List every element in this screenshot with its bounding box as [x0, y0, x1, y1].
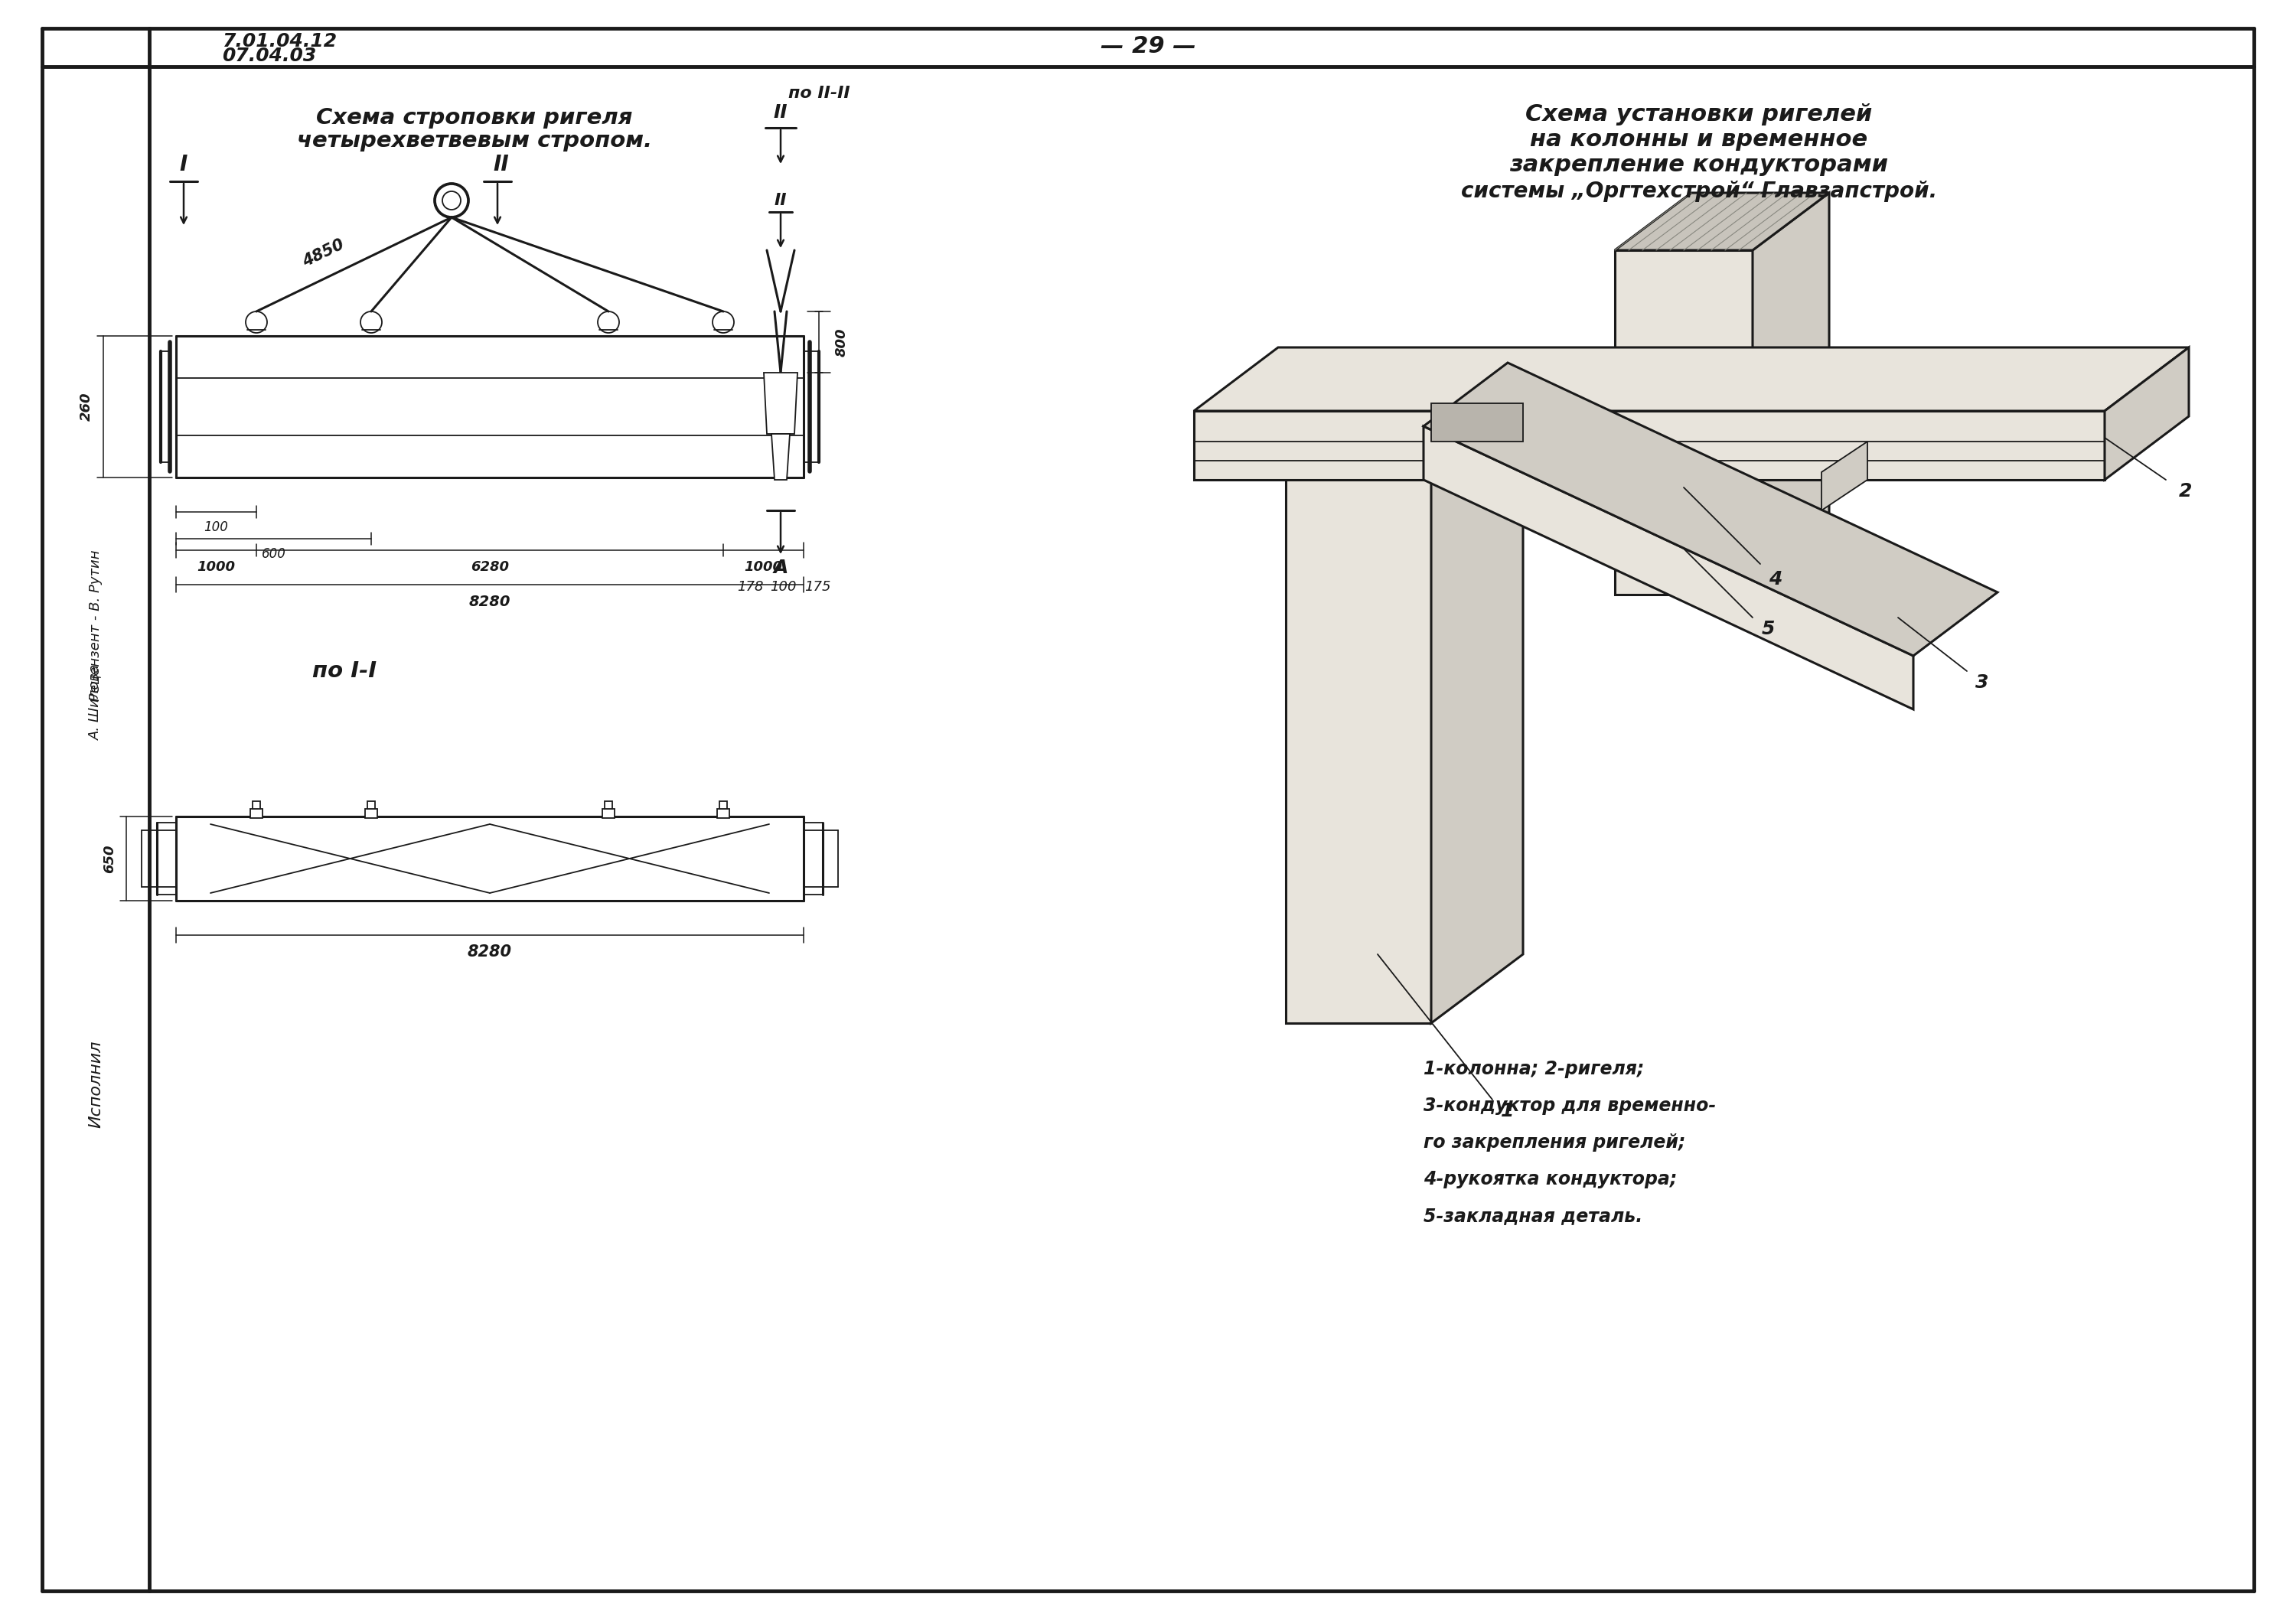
Text: го закрепления ригелей;: го закрепления ригелей; [1424, 1134, 1685, 1152]
Text: 6280: 6280 [471, 561, 510, 573]
Text: 1-колонна; 2-ригеля;: 1-колонна; 2-ригеля; [1424, 1059, 1644, 1079]
Bar [716, 808, 730, 818]
Text: 8280: 8280 [468, 595, 510, 609]
Bar [367, 802, 374, 808]
Text: 3-кондуктор для временно-: 3-кондуктор для временно- [1424, 1097, 1715, 1115]
Text: 4-рукоятка кондуктора;: 4-рукоятка кондуктора; [1424, 1170, 1676, 1189]
Text: 800: 800 [836, 327, 850, 356]
Text: 5: 5 [1761, 620, 1775, 638]
Polygon shape [1194, 411, 2105, 480]
Bar [253, 802, 259, 808]
Polygon shape [1430, 403, 1522, 1024]
Text: по I-I: по I-I [312, 661, 377, 682]
Polygon shape [1430, 403, 1522, 442]
Text: II: II [774, 193, 788, 207]
Polygon shape [1614, 193, 1830, 249]
Text: I: I [179, 154, 188, 175]
Polygon shape [2105, 347, 2188, 480]
Text: 4: 4 [1768, 570, 1782, 588]
Text: 600: 600 [262, 548, 285, 561]
Text: Схема строповки ригеля: Схема строповки ригеля [317, 107, 634, 128]
Text: системы „Оргтехстрой“ Главзапстрой.: системы „Оргтехстрой“ Главзапстрой. [1460, 180, 1938, 202]
Text: 7.01.04.12: 7.01.04.12 [223, 32, 338, 50]
Text: A: A [774, 559, 788, 577]
Text: 100: 100 [204, 520, 227, 535]
Polygon shape [765, 373, 797, 434]
Text: закрепление кондукторами: закрепление кондукторами [1511, 154, 1887, 175]
Bar [365, 808, 377, 818]
Bar [602, 808, 615, 818]
Polygon shape [1752, 193, 1830, 595]
Text: 650: 650 [103, 844, 117, 873]
Text: на колонны и временное: на колонны и временное [1529, 128, 1869, 151]
Polygon shape [1424, 363, 1998, 656]
Text: А. Шилова: А. Шилова [90, 664, 103, 740]
Text: 07.04.03: 07.04.03 [223, 47, 317, 65]
Text: Исполнил: Исполнил [87, 1040, 103, 1128]
Text: 3: 3 [1975, 674, 1988, 692]
Polygon shape [771, 434, 790, 480]
Text: II: II [494, 154, 510, 175]
Text: — 29 —: — 29 — [1100, 34, 1196, 57]
Bar [250, 808, 262, 818]
Polygon shape [1286, 403, 1522, 471]
Polygon shape [1286, 471, 1430, 1024]
Text: 178: 178 [737, 580, 762, 595]
Text: 8280: 8280 [468, 944, 512, 959]
Text: 260: 260 [80, 392, 94, 421]
Polygon shape [1424, 426, 1913, 710]
Text: 1000: 1000 [197, 561, 236, 573]
Text: 2: 2 [2179, 483, 2193, 501]
Text: 100: 100 [769, 580, 797, 595]
Polygon shape [1614, 249, 1752, 595]
Text: II: II [774, 104, 788, 121]
Text: 5-закладная деталь.: 5-закладная деталь. [1424, 1207, 1642, 1225]
Text: 1: 1 [1502, 1102, 1515, 1121]
Bar [719, 802, 728, 808]
Text: 4850: 4850 [301, 237, 347, 269]
Text: Схема установки ригелей: Схема установки ригелей [1525, 104, 1874, 125]
Text: по II-II: по II-II [788, 86, 850, 100]
Polygon shape [1821, 442, 1867, 510]
Polygon shape [1194, 347, 2188, 411]
Text: Рецензент - В. Рутин: Рецензент - В. Рутин [90, 549, 103, 701]
Text: 1000: 1000 [744, 561, 783, 573]
Text: 175: 175 [804, 580, 831, 595]
Bar [604, 802, 613, 808]
Text: четырехветвевым стропом.: четырехветвевым стропом. [296, 130, 652, 152]
